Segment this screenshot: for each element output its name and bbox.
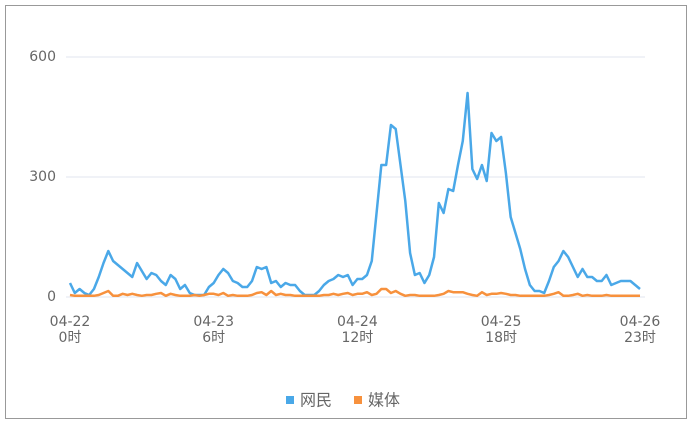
legend-swatch	[354, 396, 362, 404]
series-line	[69, 287, 640, 298]
legend-label: 网民	[300, 391, 332, 410]
series-line	[68, 91, 641, 297]
x-tick-label: 04-25 18时	[480, 314, 522, 346]
x-tick-label: 04-24 12时	[337, 314, 378, 346]
legend-swatch	[286, 396, 294, 404]
x-tick-label: 04-26 23时	[619, 314, 661, 346]
x-tick-label: 04-22 0时	[49, 314, 91, 346]
legend-label: 媒体	[368, 391, 400, 410]
frame	[5, 5, 687, 419]
y-tick-label: 0	[47, 289, 56, 305]
y-tick-label: 300	[29, 169, 56, 185]
x-tick-label: 04-23 6时	[193, 314, 235, 346]
y-tick-label: 600	[29, 49, 56, 65]
